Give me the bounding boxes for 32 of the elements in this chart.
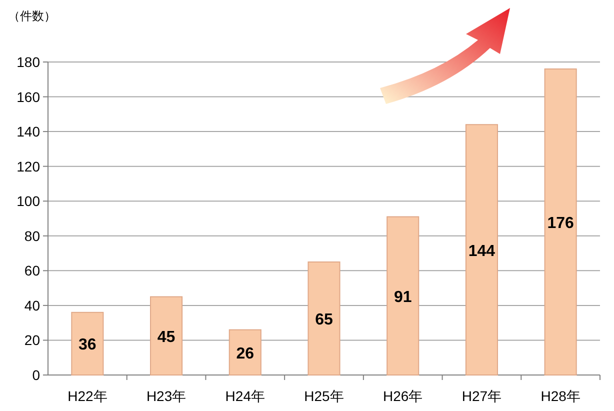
data-label: 45 [157, 328, 176, 346]
y-axis-title: （件数） [8, 9, 56, 23]
data-label: 144 [468, 242, 496, 260]
x-tick-label: H25年 [304, 388, 344, 404]
bar [71, 312, 104, 376]
data-label: 26 [236, 345, 254, 362]
bar [150, 296, 183, 376]
bar [544, 68, 577, 376]
bar [308, 261, 340, 376]
y-tick-label: 100 [16, 193, 40, 210]
x-tick-label: H27年 [462, 388, 502, 404]
x-tick-label: H22年 [68, 388, 108, 404]
y-tick-label: 0 [32, 367, 40, 383]
bar [386, 216, 420, 376]
y-tick-label: 20 [24, 332, 40, 348]
y-tick-label: 40 [24, 297, 40, 314]
x-tick-label: H26年 [383, 388, 423, 404]
data-label: 91 [394, 288, 412, 306]
x-tick-label: H23年 [146, 388, 186, 404]
x-tick-label: H24年 [225, 388, 265, 404]
bar [228, 329, 262, 376]
bar [465, 124, 498, 376]
data-label: 65 [315, 311, 333, 328]
y-tick-label: 60 [24, 262, 40, 279]
y-tick-label: 140 [16, 124, 40, 140]
y-tick-label: 80 [24, 228, 40, 244]
data-label: 36 [78, 336, 96, 354]
y-tick-label: 160 [16, 88, 40, 105]
data-label: 176 [547, 214, 574, 232]
x-tick-label: H28年 [540, 388, 580, 404]
y-tick-label: 120 [16, 158, 40, 174]
y-tick-label: 180 [16, 54, 40, 70]
